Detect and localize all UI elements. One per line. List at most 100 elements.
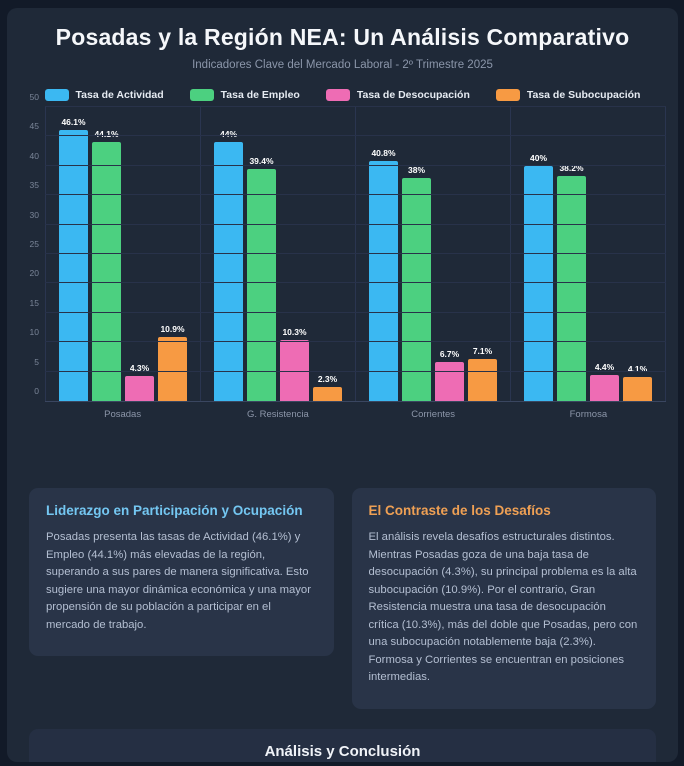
gridline <box>45 164 666 166</box>
bar-value-label: 4.3% <box>129 362 150 373</box>
bar-column: 44.1% <box>92 107 121 401</box>
bar-tasa-de-desocupaci-n <box>590 375 619 401</box>
bar-column: 38% <box>402 107 431 401</box>
page-title: Posadas y la Región NEA: Un Análisis Com… <box>55 24 630 50</box>
bar-value-label: 46.1% <box>61 116 86 127</box>
bar-column: 2.3% <box>313 107 342 401</box>
bar-column: 39.4% <box>247 107 276 401</box>
card-desafios-heading: El Contraste de los Desafíos <box>368 503 551 518</box>
bar-value-label: 7.1% <box>472 346 493 357</box>
header: Posadas y la Región NEA: Un Análisis Com… <box>7 8 678 71</box>
insight-cards: Liderazgo en Participación y Ocupación P… <box>29 488 656 709</box>
x-axis-label: G. Resistencia <box>246 409 309 420</box>
bar-column: 10.3% <box>280 107 309 401</box>
bar-tasa-de-actividad <box>369 161 398 401</box>
bar-value-label: 44.1% <box>94 128 119 139</box>
bar-tasa-de-empleo <box>247 169 276 401</box>
card-participacion-heading: Liderazgo en Participación y Ocupación <box>46 503 303 518</box>
bar-column: 7.1% <box>468 107 497 401</box>
bar-groups: 46.1% 44.1% 4.3% 10.9% 44% 39.4% 10.3% 2.3% 40.8… <box>45 107 666 401</box>
bar-tasa-de-desocupaci-n <box>125 375 154 401</box>
bar-group-formosa: 40% 38.2% 4.4% 4.1% <box>510 107 665 401</box>
legend-label: Tasa de Actividad <box>75 89 164 101</box>
legend-label: Tasa de Empleo <box>220 89 300 101</box>
y-tick-label: 40 <box>29 150 39 161</box>
bar-column: 4.4% <box>590 107 619 401</box>
y-tick-label: 30 <box>29 209 39 220</box>
chart-legend: Tasa de Actividad Tasa de Empleo Tasa de D… <box>7 87 678 103</box>
bar-value-label: 38.2% <box>559 163 584 174</box>
bar-tasa-de-subocupaci-n <box>468 359 497 401</box>
card-participacion: Liderazgo en Participación y Ocupación P… <box>29 488 334 656</box>
bar-chart: 46.1% 44.1% 4.3% 10.9% 44% 39.4% 10.3% 2.3% 40.8… <box>21 92 666 420</box>
bar-value-label: 38% <box>407 164 425 175</box>
bar-tasa-de-subocupaci-n <box>158 336 187 401</box>
x-axis-label: Corrientes <box>411 409 456 420</box>
bar-column: 10.9% <box>158 107 187 401</box>
y-tick-label: 35 <box>29 180 39 191</box>
bar-tasa-de-empleo <box>557 176 586 401</box>
legend-item-1[interactable]: Tasa de Actividad <box>44 89 164 101</box>
bar-value-label: 44% <box>219 129 237 140</box>
y-tick-label: 5 <box>34 356 39 367</box>
card-participacion-body: Posadas presenta las tasas de Actividad … <box>46 531 311 631</box>
y-tick-label: 20 <box>29 268 39 279</box>
gridline <box>45 282 666 284</box>
y-tick-label: 45 <box>29 121 39 132</box>
infographic-panel: Posadas y la Región NEA: Un Análisis Com… <box>7 8 678 762</box>
gridline <box>45 370 666 372</box>
bar-tasa-de-subocupaci-n <box>313 387 342 401</box>
legend-item-4[interactable]: Tasa de Subocupación <box>495 89 641 101</box>
card-desafios: El Contraste de los Desafíos El análisis… <box>351 488 656 709</box>
x-axis-labels: Posadas G. Resistencia Corrientes Formosa <box>45 409 666 420</box>
bar-value-label: 4.1% <box>627 363 648 374</box>
conclusion-heading: Análisis y Conclusión <box>264 742 421 760</box>
legend-label: Tasa de Desocupación <box>356 89 470 101</box>
legend-swatch-icon <box>189 89 214 101</box>
bar-column: 46.1% <box>59 107 88 401</box>
bar-value-label: 39.4% <box>249 156 274 167</box>
gridline <box>45 311 666 313</box>
card-conclusion: Análisis y Conclusión Comparativamente, … <box>29 728 656 762</box>
bar-tasa-de-actividad <box>214 142 243 401</box>
bar-column: 6.7% <box>435 107 464 401</box>
y-tick-label: 10 <box>29 327 39 338</box>
x-axis-label: Formosa <box>569 409 608 420</box>
gridline <box>45 223 666 225</box>
legend-label: Tasa de Subocupación <box>526 89 641 101</box>
y-tick-label: 0 <box>34 386 39 396</box>
gridline <box>45 194 666 196</box>
gridline <box>45 341 666 343</box>
bar-group-corrientes: 40.8% 38% 6.7% 7.1% <box>355 107 510 401</box>
bar-column: 40.8% <box>369 107 398 401</box>
bar-value-label: 4.4% <box>594 362 615 373</box>
bar-value-label: 10.9% <box>160 323 185 334</box>
bar-tasa-de-empleo <box>92 141 121 401</box>
y-tick-label: 25 <box>29 239 39 249</box>
gridline <box>45 135 666 137</box>
bar-tasa-de-actividad <box>524 165 553 401</box>
gridline <box>45 106 666 107</box>
bar-tasa-de-subocupaci-n <box>623 376 652 401</box>
bar-group-posadas: 46.1% 44.1% 4.3% 10.9% <box>46 107 200 401</box>
bar-column: 44% <box>214 107 243 401</box>
card-desafios-body: El análisis revela desafíos estructurale… <box>368 531 638 683</box>
bar-column: 4.1% <box>623 107 652 401</box>
legend-item-3[interactable]: Tasa de Desocupación <box>325 89 470 101</box>
bar-tasa-de-actividad <box>59 129 88 401</box>
legend-item-2[interactable]: Tasa de Empleo <box>189 89 300 101</box>
bar-column: 40% <box>524 107 553 401</box>
bar-group-g-resistencia: 44% 39.4% 10.3% 2.3% <box>200 107 355 401</box>
bar-value-label: 2.3% <box>317 374 338 385</box>
bar-tasa-de-empleo <box>402 177 431 401</box>
x-axis-label: Posadas <box>104 409 142 420</box>
chart-plot-area: 46.1% 44.1% 4.3% 10.9% 44% 39.4% 10.3% 2.3% 40.8… <box>30 92 666 402</box>
legend-swatch-icon <box>495 89 520 101</box>
gridline <box>45 253 666 254</box>
legend-swatch-icon <box>325 89 350 101</box>
bar-value-label: 10.3% <box>282 327 307 338</box>
bar-column: 38.2% <box>557 107 586 401</box>
y-tick-label: 50 <box>29 92 39 102</box>
page-subtitle: Indicadores Clave del Mercado Laboral - … <box>192 59 493 71</box>
bar-value-label: 40.8% <box>371 148 396 159</box>
